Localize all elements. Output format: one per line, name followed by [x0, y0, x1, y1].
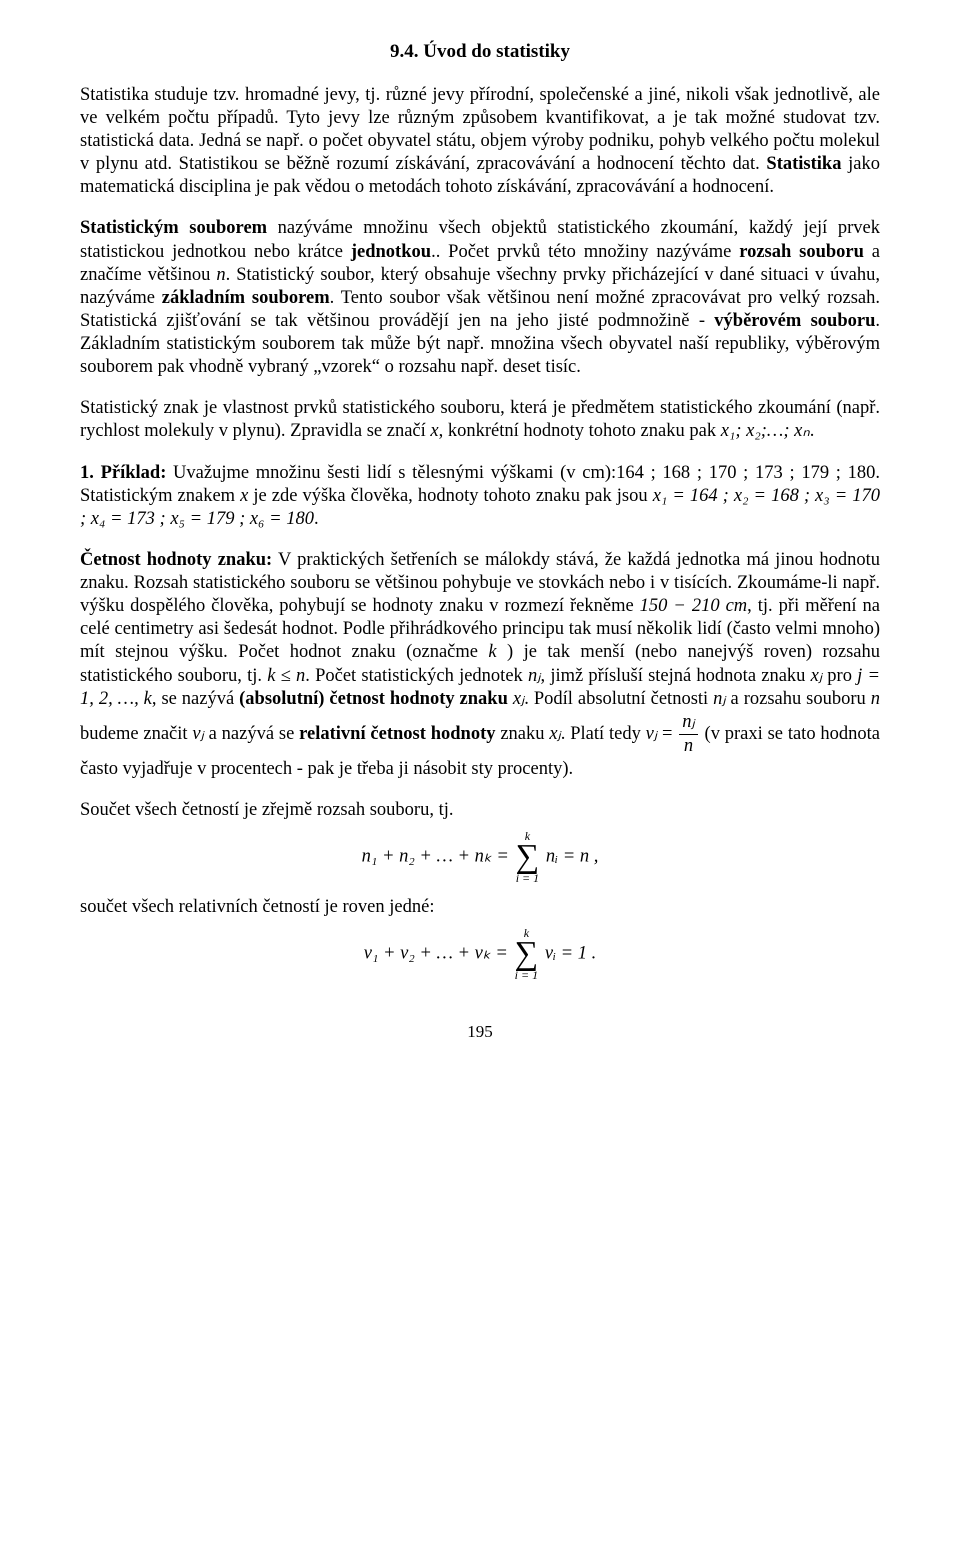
fraction-nj-n: nⱼ n: [679, 711, 697, 758]
term: rozsah souboru: [739, 242, 864, 262]
var-xj: xⱼ: [811, 666, 822, 686]
term: jednotkou: [351, 242, 431, 262]
paragraph-sum-v: součet všech relativních četností je rov…: [80, 896, 880, 919]
values: 164 ; 168 ; 170 ; 173 ; 179 ; 180: [616, 463, 875, 483]
sum-lower: i = 1: [515, 969, 539, 981]
text: Statistika studuje tzv. hromadné jevy, t…: [80, 85, 880, 174]
text: budeme značit: [80, 724, 192, 744]
sigma-icon: k ∑ i = 1: [515, 927, 539, 981]
var-nj: nⱼ: [528, 666, 540, 686]
var-k: k: [488, 642, 496, 662]
sigma: ∑: [516, 842, 540, 872]
text: Uvažujme množinu šesti lidí s tělesnými …: [166, 463, 616, 483]
lhs: n₁ + n₂ + … + nₖ =: [362, 847, 509, 867]
numerator: nⱼ: [679, 711, 697, 735]
text: znaku: [496, 724, 550, 744]
text: a nazývá se: [204, 724, 299, 744]
sigma-icon: k ∑ i = 1: [516, 830, 540, 884]
text: , se nazývá: [152, 689, 239, 709]
term: (absolutní) četnost hodnoty znaku: [239, 689, 513, 709]
var-xseq: x₁; x₂;…; xₙ: [721, 421, 810, 441]
var-xj: xⱼ: [513, 689, 524, 709]
denominator: n: [679, 735, 697, 758]
paragraph-intro: Statistika studuje tzv. hromadné jevy, t…: [80, 84, 880, 200]
rhs: vᵢ = 1 .: [545, 944, 596, 964]
term-statistika: Statistika: [766, 154, 841, 174]
ineq: k ≤ n: [267, 666, 305, 686]
formula-sum-n: n₁ + n₂ + … + nₖ = k ∑ i = 1 nᵢ = n ,: [80, 830, 880, 884]
term: relativní četnost hodnoty: [299, 724, 495, 744]
term: základním souborem: [162, 288, 330, 308]
var-nj: nⱼ: [713, 689, 725, 709]
lhs: v₁ + v₂ + … + vₖ =: [364, 944, 508, 964]
rhs: nᵢ = n ,: [546, 847, 598, 867]
term: výběrovém souboru: [714, 311, 875, 331]
var-n: n: [216, 265, 225, 285]
example-label: 1. Příklad:: [80, 463, 166, 483]
text: , konkrétní hodnoty tohoto znaku pak: [439, 421, 721, 441]
text: , jimž přísluší stejná hodnota znaku: [540, 666, 810, 686]
var-vj: vⱼ: [646, 724, 657, 744]
text: . Počet statistických jednotek: [305, 666, 528, 686]
text: je zde výška člověka, hodnoty tohoto zna…: [248, 486, 652, 506]
paragraph-soubor: Statistickým souborem nazýváme množinu v…: [80, 217, 880, 379]
var-xj: xⱼ: [549, 724, 560, 744]
var-vj: vⱼ: [192, 724, 203, 744]
paragraph-znak: Statistický znak je vlastnost prvků stat…: [80, 397, 880, 443]
term: Statistickým souborem: [80, 218, 267, 238]
text: pro: [822, 666, 857, 686]
paragraph-cetnost: Četnost hodnoty znaku: V praktických šet…: [80, 549, 880, 781]
var-n: n: [871, 689, 880, 709]
document-page: 9.4. Úvod do statistiky Statistika studu…: [0, 0, 960, 1103]
sum-lower: i = 1: [516, 872, 540, 884]
range: 150 − 210 cm: [640, 596, 748, 616]
var-x: x: [430, 421, 438, 441]
paragraph-sum-n: Součet všech četností je zřejmě rozsah s…: [80, 799, 880, 822]
text: . Podíl absolutní četnosti: [524, 689, 713, 709]
section-title: 9.4. Úvod do statistiky: [80, 40, 880, 64]
text: a rozsahu souboru: [726, 689, 871, 709]
term: Četnost hodnoty znaku:: [80, 550, 272, 570]
sigma: ∑: [515, 939, 539, 969]
text: .. Počet prvků této množiny nazýváme: [431, 242, 739, 262]
example-1: 1. Příklad: Uvažujme množinu šesti lidí …: [80, 462, 880, 531]
page-number: 195: [80, 1021, 880, 1042]
text: . Platí tedy: [561, 724, 646, 744]
dot: .: [314, 509, 319, 529]
text: .: [810, 421, 815, 441]
formula-sum-v: v₁ + v₂ + … + vₖ = k ∑ i = 1 vᵢ = 1 .: [80, 927, 880, 981]
